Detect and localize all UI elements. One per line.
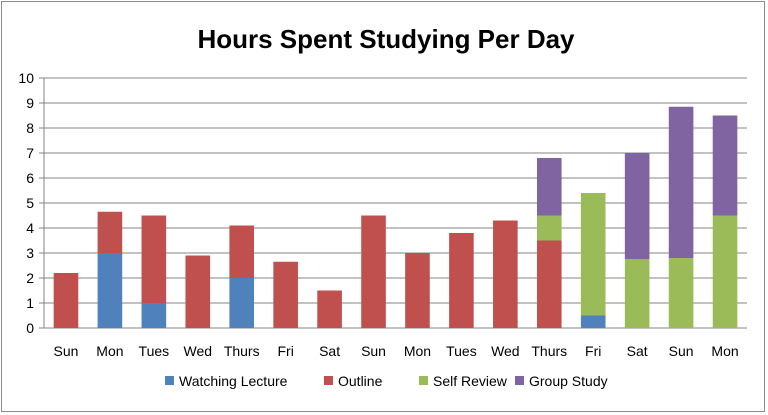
y-tick-label: 8 xyxy=(26,120,34,136)
x-tick-label: Sun xyxy=(361,343,386,359)
legend-swatch xyxy=(419,376,428,385)
bar-segment xyxy=(580,193,606,316)
bar-segment xyxy=(580,315,606,328)
x-tick-label: Thurs xyxy=(224,343,260,359)
x-tick-label: Wed xyxy=(184,343,213,359)
bar-segment xyxy=(141,215,167,303)
bar-segment xyxy=(712,215,738,328)
bar-segment xyxy=(185,255,211,328)
bars xyxy=(53,106,738,328)
bar-segment xyxy=(536,158,562,216)
y-tick-label: 9 xyxy=(26,95,34,111)
x-tick-label: Mon xyxy=(96,343,123,359)
chart-title: Hours Spent Studying Per Day xyxy=(197,24,575,54)
x-tick-label: Sun xyxy=(54,343,79,359)
x-tick-label: Mon xyxy=(711,343,738,359)
x-axis-ticks: Sun Mon Tues Wed Thurs Fri Sat Sun Mon Tues Wed Thu… xyxy=(54,343,739,359)
bar-segment xyxy=(624,259,650,328)
legend-label: Outline xyxy=(338,373,383,389)
x-tick-label: Sat xyxy=(627,343,648,359)
x-tick-label: Sun xyxy=(669,343,694,359)
bar-segment xyxy=(97,253,123,328)
x-tick-label: Fri xyxy=(585,343,601,359)
bar-segment xyxy=(449,233,474,328)
y-tick-label: 2 xyxy=(26,270,34,286)
y-axis-ticks: 0 1 2 3 4 5 6 7 8 9 10 xyxy=(18,70,44,336)
bar-segment xyxy=(493,220,518,328)
x-tick-label: Mon xyxy=(404,343,431,359)
bar-segment xyxy=(97,211,123,253)
legend-swatch xyxy=(165,376,174,385)
y-tick-label: 6 xyxy=(26,170,34,186)
y-tick-label: 3 xyxy=(26,245,34,261)
bar-segment xyxy=(712,115,738,216)
x-tick-label: Fri xyxy=(277,343,293,359)
legend: Watching Lecture Outline Self Review Group … xyxy=(165,373,608,389)
bar-segment xyxy=(53,273,79,328)
legend-label: Group Study xyxy=(529,373,608,389)
bar-segment xyxy=(536,240,562,328)
y-tick-label: 4 xyxy=(26,220,34,236)
y-tick-label: 1 xyxy=(26,295,34,311)
bar-segment xyxy=(273,261,298,328)
y-tick-label: 5 xyxy=(26,195,34,211)
x-tick-label: Sat xyxy=(319,343,340,359)
x-tick-label: Thurs xyxy=(531,343,567,359)
y-tick-label: 0 xyxy=(26,320,34,336)
bar-segment xyxy=(624,153,650,260)
bar-segment xyxy=(317,290,342,328)
bar-segment xyxy=(229,225,255,278)
bar-segment xyxy=(668,106,694,258)
bar-segment xyxy=(536,215,562,241)
bar-segment xyxy=(361,215,386,328)
y-tick-label: 10 xyxy=(18,70,34,86)
x-tick-label: Tues xyxy=(139,343,170,359)
bar-segment xyxy=(141,303,167,328)
legend-swatch xyxy=(324,376,333,385)
bar-segment xyxy=(405,253,430,328)
y-tick-label: 7 xyxy=(26,145,34,161)
bar-segment xyxy=(229,278,255,328)
x-tick-label: Wed xyxy=(491,343,520,359)
bar-segment xyxy=(668,258,694,328)
legend-label: Self Review xyxy=(433,373,508,389)
x-tick-label: Tues xyxy=(446,343,477,359)
legend-label: Watching Lecture xyxy=(179,373,288,389)
legend-swatch xyxy=(515,376,524,385)
